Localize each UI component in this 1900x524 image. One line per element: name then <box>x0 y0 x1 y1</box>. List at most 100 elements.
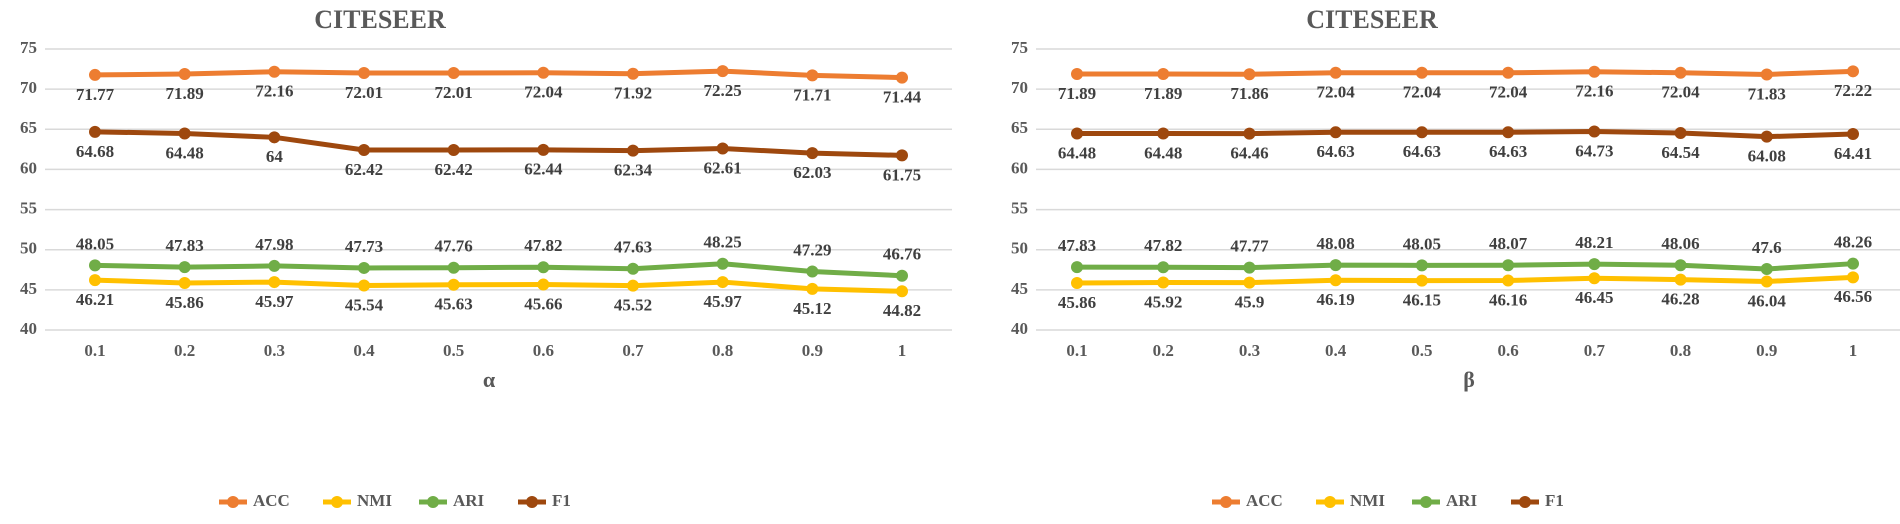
chart2-legend-f1-marker <box>1519 496 1531 508</box>
chart1-ari-point <box>89 259 101 272</box>
chart1-ari-data-label: 48.05 <box>76 234 114 253</box>
chart2-nmi-point <box>1674 273 1687 286</box>
chart1-nmi-data-label: 45.12 <box>793 299 831 318</box>
alpha-chart: CITESEER 40 45 50 55 60 65 70 75 0.1 0.2 0.3 0.4 0.5 0… <box>20 5 952 510</box>
chart1-acc-point <box>178 67 191 80</box>
chart1-nmi-point <box>806 282 819 295</box>
chart1-nmi-data-label: 46.21 <box>76 290 114 309</box>
chart1-f1-line <box>92 129 905 158</box>
chart1-acc-data-label: 72.01 <box>345 83 383 102</box>
chart2-x-tick-label: 0.5 <box>1411 341 1432 360</box>
chart1-f1-data-label: 62.61 <box>704 158 742 177</box>
chart1-f1-point <box>358 143 370 156</box>
chart2-f1-data-label: 64.41 <box>1834 144 1872 163</box>
chart1-f1-data-label: 62.42 <box>435 160 473 179</box>
chart2-acc-line <box>1074 68 1856 77</box>
chart2-acc-data-label: 71.83 <box>1748 84 1786 103</box>
chart2-nmi-data-label: 45.92 <box>1144 292 1182 311</box>
chart2-nmi-point <box>1847 271 1859 284</box>
chart1-ari-data-label: 47.76 <box>435 237 473 256</box>
chart1-acc-data-label: 71.89 <box>166 84 204 103</box>
chart1-f1-point <box>537 143 550 156</box>
chart1-f1-point <box>178 127 191 140</box>
chart1-nmi-point <box>896 285 908 298</box>
chart1-nmi-data-label: 45.97 <box>255 292 294 311</box>
chart1-acc-point <box>627 67 639 80</box>
chart2-nmi-point <box>1243 276 1256 289</box>
chart1-ari-point <box>716 257 729 270</box>
chart1-f1-point <box>896 149 908 162</box>
chart2-acc-point <box>1071 67 1083 80</box>
chart2-nmi-data-label: 46.16 <box>1489 290 1527 309</box>
chart1-x-tick-label: 1 <box>898 341 907 360</box>
chart2-legend-ari-label: ARI <box>1446 491 1478 510</box>
chart1-acc-data-label: 71.77 <box>76 85 115 104</box>
chart2-acc-point <box>1760 68 1773 81</box>
chart1-legend-f1-marker <box>526 496 538 508</box>
chart2-f1-point <box>1674 126 1687 139</box>
chart1-nmi-point <box>268 276 281 289</box>
chart1-y-tick-label: 40 <box>20 319 37 338</box>
chart2-acc-data-label: 72.16 <box>1575 82 1613 101</box>
chart1-f1-point <box>447 143 460 156</box>
chart1-f1-data-label: 62.42 <box>345 160 383 179</box>
chart2-f1-data-label: 64.73 <box>1575 141 1613 160</box>
chart1-acc-point <box>447 67 460 80</box>
chart2-f1-data-label: 64.46 <box>1230 144 1268 163</box>
chart2-ari-point <box>1157 261 1170 274</box>
chart2-f1-point <box>1760 130 1773 143</box>
chart2-acc-data-label: 71.86 <box>1230 84 1268 103</box>
chart2-x-tick-label: 1 <box>1849 341 1858 360</box>
chart1-nmi-data-label: 45.97 <box>704 292 743 311</box>
chart1-nmi-data-label: 45.86 <box>166 293 204 312</box>
chart1-ari-point <box>806 265 819 278</box>
chart1-acc-point <box>896 71 908 84</box>
chart2-ari-data-label: 47.77 <box>1230 237 1269 256</box>
chart1-acc-data-label: 72.04 <box>524 83 563 102</box>
chart1-ari-data-label: 48.25 <box>704 233 742 252</box>
chart2-f1-data-label: 64.08 <box>1748 147 1786 166</box>
chart1-x-tick-label: 0.1 <box>84 341 105 360</box>
chart2-ari-point <box>1502 259 1515 272</box>
chart2-x-tick-label: 0.8 <box>1670 341 1691 360</box>
chart2-nmi-point <box>1588 272 1601 285</box>
chart2-ari-point <box>1415 259 1428 272</box>
chart2-ari-point <box>1674 259 1687 272</box>
chart1-nmi-data-label: 45.52 <box>614 296 652 315</box>
chart2-y-tick-label: 65 <box>1011 118 1028 137</box>
chart1-f1-point <box>89 125 101 138</box>
chart1-nmi-point <box>627 279 639 292</box>
chart2-f1-data-label: 64.63 <box>1403 142 1441 161</box>
chart2-acc-data-label: 72.22 <box>1834 81 1872 100</box>
chart1-ari-data-label: 47.29 <box>793 240 831 259</box>
chart2-nmi-data-label: 46.56 <box>1834 287 1872 306</box>
chart1-y-tick-label: 70 <box>20 78 37 97</box>
chart1-ari-data-label: 47.73 <box>345 237 383 256</box>
chart2-x-tick-label: 0.6 <box>1497 341 1518 360</box>
chart1-legend-acc-label: ACC <box>253 491 290 510</box>
chart1-legend-ari-marker <box>427 496 439 508</box>
chart1-f1-point <box>716 142 729 155</box>
chart2-ari-data-label: 48.21 <box>1575 233 1613 252</box>
chart1-x-tick-label: 0.7 <box>622 341 644 360</box>
chart2-y-tick-label: 55 <box>1011 198 1028 217</box>
chart1-ari-data-label: 47.63 <box>614 238 652 257</box>
chart2-f1-line <box>1074 128 1856 140</box>
chart2-y-tick-label: 75 <box>1011 38 1028 57</box>
chart1-legend-nmi-marker <box>331 496 343 508</box>
chart2-nmi-line <box>1074 274 1856 286</box>
chart2-nmi-point <box>1329 274 1342 287</box>
chart1-y-tick-label: 65 <box>20 118 37 137</box>
chart2-ari-data-label: 47.6 <box>1752 238 1782 257</box>
chart1-x-tick-label: 0.8 <box>712 341 733 360</box>
chart1-x-tick-label: 0.6 <box>533 341 554 360</box>
chart2-acc-point <box>1674 66 1687 79</box>
chart2-f1-point <box>1329 126 1342 139</box>
chart2-ari-data-label: 47.83 <box>1058 236 1096 255</box>
chart2-f1-point <box>1847 128 1859 141</box>
chart1-legend-f1-label: F1 <box>552 491 571 510</box>
chart2-nmi-data-label: 45.86 <box>1058 293 1096 312</box>
chart2-ari-data-label: 48.06 <box>1661 234 1699 253</box>
chart1-y-tick-label: 50 <box>20 239 37 258</box>
